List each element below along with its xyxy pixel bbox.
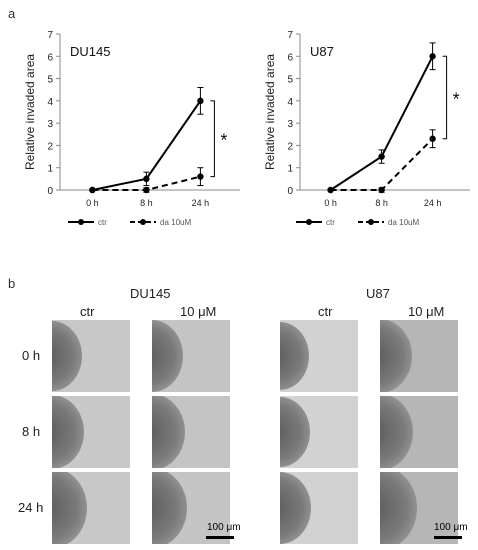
micrograph-u87-ctr-1 bbox=[280, 396, 358, 468]
column-label-du145-ctr: ctr bbox=[80, 304, 95, 319]
data-point bbox=[378, 186, 385, 194]
legend-label-0: ctr bbox=[326, 218, 335, 227]
x-tick-label: 0 h bbox=[324, 198, 337, 208]
y-tick-label: 5 bbox=[287, 75, 293, 86]
data-point bbox=[327, 186, 334, 194]
micrograph-u87-ctr-2 bbox=[280, 472, 358, 544]
significance-marker: * bbox=[220, 131, 227, 151]
y-tick-label: 6 bbox=[287, 52, 293, 63]
y-tick-label: 0 bbox=[287, 186, 293, 197]
data-point bbox=[197, 97, 204, 105]
spheroid bbox=[380, 472, 417, 544]
scale-bar-u87 bbox=[434, 536, 462, 539]
scale-bar-label-u87: 100 μm bbox=[434, 522, 468, 533]
row-label-0h: 0 h bbox=[22, 348, 41, 363]
micrograph-du145-treated-1 bbox=[152, 396, 230, 468]
micrograph-u87-ctr-0 bbox=[280, 320, 358, 392]
micrograph-du145-ctr-0 bbox=[52, 320, 130, 392]
column-label-du145-treated: 10 μM bbox=[180, 304, 217, 319]
spheroid bbox=[280, 397, 310, 467]
significance-bracket bbox=[210, 100, 215, 178]
group-title-du145: DU145 bbox=[130, 286, 171, 301]
spheroid bbox=[152, 320, 183, 392]
data-point bbox=[143, 186, 150, 194]
spheroid bbox=[52, 321, 82, 391]
spheroid bbox=[380, 320, 412, 392]
x-tick-label: 8 h bbox=[375, 198, 388, 208]
micrograph-du145-treated-2 bbox=[152, 472, 230, 544]
y-axis-label: Relative invaded area bbox=[23, 54, 37, 170]
data-point bbox=[143, 175, 150, 183]
y-tick-label: 2 bbox=[287, 141, 293, 152]
column-label-u87-treated: 10 μM bbox=[408, 304, 445, 319]
y-tick-label: 7 bbox=[287, 30, 293, 41]
data-point bbox=[89, 186, 96, 194]
legend-label-0: ctr bbox=[98, 218, 107, 227]
y-tick-label: 4 bbox=[47, 97, 53, 108]
spheroid bbox=[152, 472, 187, 544]
series-line-1 bbox=[330, 138, 434, 191]
data-point bbox=[429, 135, 436, 142]
x-tick-label: 0 h bbox=[86, 198, 99, 208]
micrograph-du145-treated-0 bbox=[152, 320, 230, 392]
micrograph-u87-treated-2 bbox=[380, 472, 458, 544]
spheroid bbox=[152, 396, 185, 468]
column-label-u87-ctr: ctr bbox=[318, 304, 333, 319]
data-point bbox=[197, 173, 204, 180]
group-title-u87: U87 bbox=[366, 286, 390, 301]
legend-marker-0 bbox=[78, 219, 84, 225]
x-tick-label: 24 h bbox=[424, 198, 442, 208]
significance-bracket bbox=[442, 55, 448, 140]
data-point bbox=[429, 53, 436, 60]
micrograph-u87-treated-1 bbox=[380, 396, 458, 468]
x-tick-label: 8 h bbox=[140, 198, 153, 208]
chart-u87: 0 1 2 3 4 5 6 7 0 h 8 h 24 h Relative invaded area U… bbox=[263, 30, 470, 227]
y-tick-label: 2 bbox=[47, 141, 53, 152]
y-tick-label: 5 bbox=[47, 75, 53, 86]
spheroid bbox=[52, 396, 84, 468]
y-tick-label: 7 bbox=[47, 30, 53, 41]
legend-label-1: da 10uM bbox=[388, 218, 419, 227]
chart-title: U87 bbox=[310, 44, 334, 59]
panel-b-label: b bbox=[8, 276, 16, 291]
micrograph-du145-ctr-1 bbox=[52, 396, 130, 468]
row-label-24h: 24 h bbox=[18, 500, 44, 515]
spheroid bbox=[52, 472, 87, 544]
y-tick-label: 1 bbox=[287, 164, 293, 175]
scale-bar-label-du145: 100 μm bbox=[207, 522, 241, 533]
data-point bbox=[378, 153, 385, 160]
legend-marker-1 bbox=[368, 219, 374, 225]
y-tick-label: 3 bbox=[287, 119, 293, 130]
micrograph-u87-treated-0 bbox=[380, 320, 458, 392]
y-tick-label: 0 bbox=[47, 186, 53, 197]
significance-marker: * bbox=[453, 90, 460, 110]
spheroid bbox=[280, 322, 309, 390]
y-axis-label: Relative invaded area bbox=[263, 54, 277, 170]
legend-marker-0 bbox=[306, 219, 312, 225]
panel-a-label: a bbox=[8, 6, 16, 21]
legend-marker-1 bbox=[140, 219, 146, 225]
series-line-0 bbox=[330, 55, 434, 191]
chart-du145: 0 1 2 3 4 5 6 7 0 h 8 h 24 h Relative invaded area D… bbox=[23, 30, 240, 227]
y-tick-label: 6 bbox=[47, 52, 53, 63]
y-tick-label: 3 bbox=[47, 119, 53, 130]
spheroid bbox=[280, 472, 311, 544]
y-tick-label: 1 bbox=[47, 164, 53, 175]
chart-title: DU145 bbox=[70, 44, 110, 59]
legend-label-1: da 10uM bbox=[160, 218, 191, 227]
x-tick-label: 24 h bbox=[192, 198, 210, 208]
scale-bar-du145 bbox=[206, 536, 234, 539]
y-tick-label: 4 bbox=[287, 97, 293, 108]
spheroid bbox=[380, 396, 413, 468]
row-label-8h: 8 h bbox=[22, 424, 41, 439]
micrograph-du145-ctr-2 bbox=[52, 472, 130, 544]
